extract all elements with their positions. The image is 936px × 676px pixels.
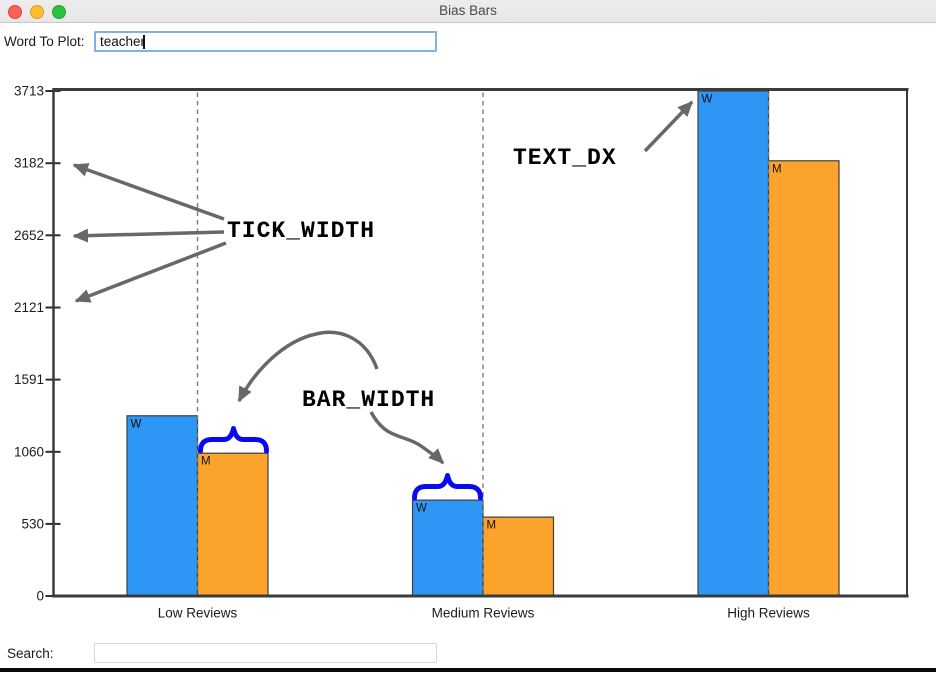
tick-width-arrow-bottom xyxy=(74,241,227,303)
bar-series-letter: W xyxy=(131,418,142,430)
y-tick-label: 2652 xyxy=(14,228,44,243)
zoom-button[interactable] xyxy=(52,5,66,19)
y-tick-label: 1591 xyxy=(14,372,44,387)
close-button[interactable] xyxy=(8,5,22,19)
bar-series-letter: M xyxy=(487,520,497,532)
tick-width-arrow-top xyxy=(72,163,225,221)
word-to-plot-label: Word To Plot: xyxy=(4,34,85,49)
text-dx-annotation-group: TEXT_DX xyxy=(513,100,694,171)
text-dx-label: TEXT_DX xyxy=(513,145,617,171)
bar-width-arrow-left xyxy=(237,330,379,403)
bar-series-letter: M xyxy=(772,163,782,175)
window-title: Bias Bars xyxy=(439,3,497,18)
bar-m-2 xyxy=(767,160,840,597)
bar-width-brace-medium xyxy=(412,473,483,501)
y-tick-label: 530 xyxy=(21,516,44,531)
traffic-lights xyxy=(8,5,66,19)
bar-width-label: BAR_WIDTH xyxy=(302,387,435,413)
bar-width-annotation-group: BAR_WIDTH xyxy=(198,330,483,501)
tick-dashed-lines xyxy=(196,92,770,595)
bar-m-1 xyxy=(482,516,555,597)
y-tick-label: 0 xyxy=(36,589,44,604)
search-label: Search: xyxy=(7,646,54,661)
tick-width-arrow-middle xyxy=(72,228,225,243)
bar-w-1 xyxy=(411,499,484,597)
y-axis-ticks: 0 530 1060 1591 2121 2652 3182 3713 xyxy=(14,84,61,604)
bar-width-brace-low xyxy=(198,426,269,454)
x-category-label: Low Reviews xyxy=(158,606,238,621)
chart-frame xyxy=(52,88,909,598)
y-tick-label: 3713 xyxy=(14,84,44,99)
text-caret xyxy=(143,35,145,49)
minimize-button[interactable] xyxy=(30,5,44,19)
bars: W M W M W M xyxy=(126,90,840,597)
bar-width-arrow-right xyxy=(369,411,445,465)
tick-width-label: TICK_WIDTH xyxy=(227,218,375,244)
y-tick-label: 2121 xyxy=(14,300,44,315)
text-dx-arrow xyxy=(643,100,694,153)
bar-w-0 xyxy=(126,415,199,597)
word-to-plot-input[interactable] xyxy=(94,31,437,52)
window-titlebar: Bias Bars xyxy=(0,0,936,23)
y-tick-label: 1060 xyxy=(14,444,44,459)
bar-m-0 xyxy=(196,452,269,597)
search-input[interactable] xyxy=(94,643,437,663)
bar-w-2 xyxy=(697,90,770,597)
bar-series-letter: W xyxy=(416,503,427,515)
tick-width-annotation-group: TICK_WIDTH xyxy=(72,163,375,303)
x-category-label: Medium Reviews xyxy=(432,606,535,621)
bar-series-letter: W xyxy=(702,94,713,106)
bar-series-letter: M xyxy=(201,456,211,468)
x-axis-labels: Low Reviews Medium Reviews High Reviews xyxy=(158,606,810,621)
x-category-label: High Reviews xyxy=(727,606,810,621)
y-tick-label: 3182 xyxy=(14,156,44,171)
window-bottom-edge xyxy=(0,668,936,672)
